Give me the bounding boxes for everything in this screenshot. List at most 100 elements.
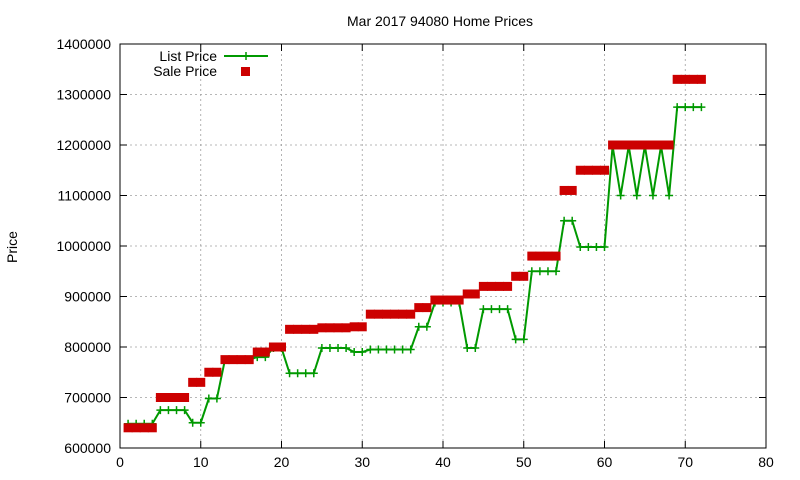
sale-price-point xyxy=(301,324,311,334)
sale-price-point xyxy=(293,324,303,334)
sale-price-point xyxy=(163,393,173,402)
list-price-point xyxy=(172,406,181,415)
y-tick-label: 1100000 xyxy=(58,188,112,204)
x-tick-label: 30 xyxy=(354,454,370,470)
sale-price-point xyxy=(543,251,553,261)
list-price-point xyxy=(188,418,197,427)
list-price-point xyxy=(366,345,375,354)
sale-price-point xyxy=(454,295,464,305)
list-price-point xyxy=(301,369,310,378)
list-price-point xyxy=(422,322,431,331)
sale-price-point xyxy=(478,281,488,291)
list-price-point xyxy=(673,103,682,112)
sale-price-point xyxy=(527,251,537,261)
list-price-point xyxy=(285,369,294,378)
series-list-price xyxy=(124,103,706,428)
legend-marker-list-price xyxy=(242,52,250,60)
x-tick-label: 20 xyxy=(274,454,290,470)
list-price-point xyxy=(576,243,585,252)
sale-price-point xyxy=(212,367,222,377)
list-price-point xyxy=(543,267,552,276)
sale-price-point xyxy=(470,289,480,299)
sale-price-point xyxy=(422,303,432,313)
sale-price-point xyxy=(430,295,440,305)
list-price-point xyxy=(665,191,674,200)
list-price-point xyxy=(309,369,318,378)
sale-price-point xyxy=(220,355,230,365)
list-price-point xyxy=(164,406,173,415)
y-tick-label: 1000000 xyxy=(56,238,111,254)
sale-price-point xyxy=(503,281,513,291)
sale-price-point xyxy=(438,295,448,305)
sale-price-point xyxy=(131,423,141,433)
sale-price-point xyxy=(381,309,391,319)
y-tick-label: 900000 xyxy=(64,289,111,305)
sale-price-point xyxy=(640,140,650,150)
sale-price-point xyxy=(414,303,424,313)
legend-label-sale-price: Sale Price xyxy=(153,63,217,79)
list-price-point xyxy=(592,243,601,252)
sale-price-point xyxy=(656,140,666,150)
y-tick-label: 600000 xyxy=(64,440,111,456)
sale-price-point xyxy=(277,342,286,352)
list-price-point xyxy=(600,243,609,252)
sale-price-point xyxy=(591,165,601,175)
sale-price-point xyxy=(648,140,658,150)
list-price-point xyxy=(204,394,213,403)
sale-price-point xyxy=(688,74,698,84)
sale-price-point xyxy=(398,309,408,319)
sale-price-point xyxy=(228,355,238,365)
sale-price-point xyxy=(680,74,690,84)
sale-price-point xyxy=(155,393,165,402)
chart-title: Mar 2017 94080 Home Prices xyxy=(347,13,533,29)
list-price-point xyxy=(156,406,165,415)
list-price-point xyxy=(519,335,528,344)
list-price-point xyxy=(479,305,488,314)
list-price-point xyxy=(382,345,391,354)
sale-price-point xyxy=(325,323,335,333)
list-price-point xyxy=(495,305,504,314)
sale-price-point xyxy=(180,393,190,402)
sale-price-point xyxy=(600,165,609,175)
sale-price-point xyxy=(333,323,343,333)
list-price-point xyxy=(374,345,383,354)
list-price-point xyxy=(463,344,472,353)
sale-price-point xyxy=(486,281,496,291)
sale-price-point xyxy=(252,347,262,357)
series-sale-price xyxy=(123,74,706,433)
sale-price-point xyxy=(147,423,157,433)
list-price-point xyxy=(568,216,577,225)
series-group xyxy=(123,74,706,433)
legend: List Price Sale Price xyxy=(153,48,268,79)
list-price-point xyxy=(390,345,399,354)
sale-price-point xyxy=(123,423,133,433)
list-price-point xyxy=(632,191,641,200)
axes: 0 10 20 30 40 50 60 70 80 600000 700000 800000 90000… xyxy=(56,36,774,470)
x-tick-label: 80 xyxy=(758,454,774,470)
legend-label-list-price: List Price xyxy=(159,48,217,64)
sale-price-point xyxy=(390,309,400,319)
list-price-point xyxy=(212,394,221,403)
list-price-point xyxy=(350,348,359,357)
x-tick-label: 10 xyxy=(193,454,209,470)
sale-price-point xyxy=(519,271,529,281)
list-price-point xyxy=(358,348,367,357)
sale-price-point xyxy=(632,140,642,150)
list-price-point xyxy=(616,191,625,200)
y-tick-label: 1200000 xyxy=(56,137,111,153)
sale-price-point xyxy=(365,309,375,319)
x-tick-label: 0 xyxy=(116,454,124,470)
list-price-point xyxy=(689,103,698,112)
list-price-point xyxy=(552,267,561,276)
list-price-point xyxy=(180,406,189,415)
list-price-point xyxy=(293,369,302,378)
sale-price-point xyxy=(139,423,149,433)
list-price-point xyxy=(535,267,544,276)
sale-price-point xyxy=(268,342,278,352)
list-price-point xyxy=(398,345,407,354)
list-price-point xyxy=(584,243,593,252)
list-price-point xyxy=(334,344,343,353)
